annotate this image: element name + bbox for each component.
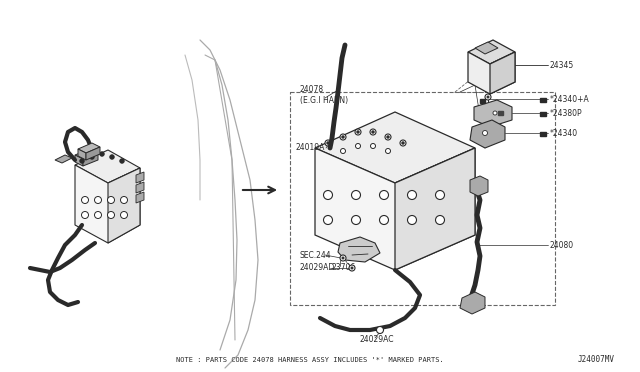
Polygon shape: [75, 165, 140, 243]
Polygon shape: [540, 98, 546, 102]
Circle shape: [380, 215, 388, 224]
Polygon shape: [468, 40, 515, 64]
Text: J24007MV: J24007MV: [578, 356, 615, 365]
Circle shape: [385, 134, 391, 140]
Circle shape: [487, 96, 489, 98]
Circle shape: [387, 136, 389, 138]
Polygon shape: [470, 176, 488, 196]
Polygon shape: [490, 52, 515, 94]
Polygon shape: [338, 237, 380, 262]
Circle shape: [493, 111, 497, 115]
Circle shape: [355, 129, 361, 135]
Text: NOTE : PARTS CODE 24078 HARNESS ASSY INCLUDES '*' MARKED PARTS.: NOTE : PARTS CODE 24078 HARNESS ASSY INC…: [176, 357, 444, 363]
Circle shape: [342, 136, 344, 138]
Circle shape: [95, 212, 102, 218]
Circle shape: [340, 134, 346, 140]
Circle shape: [327, 142, 329, 144]
Polygon shape: [480, 99, 485, 103]
Circle shape: [90, 155, 94, 159]
Polygon shape: [468, 52, 515, 94]
Polygon shape: [75, 149, 98, 159]
Polygon shape: [83, 153, 98, 166]
Circle shape: [80, 159, 84, 163]
Circle shape: [351, 190, 360, 199]
Circle shape: [485, 94, 491, 100]
Circle shape: [342, 257, 344, 259]
Text: 24080: 24080: [550, 241, 574, 250]
Circle shape: [435, 215, 445, 224]
Circle shape: [110, 155, 114, 159]
Circle shape: [81, 212, 88, 218]
Circle shape: [408, 215, 417, 224]
Circle shape: [100, 152, 104, 156]
Circle shape: [435, 190, 445, 199]
Polygon shape: [55, 155, 72, 163]
Circle shape: [323, 215, 333, 224]
Circle shape: [325, 140, 331, 146]
Text: 24029AC: 24029AC: [360, 336, 394, 344]
Polygon shape: [470, 120, 505, 148]
Circle shape: [372, 131, 374, 133]
Polygon shape: [540, 112, 546, 116]
Polygon shape: [395, 148, 475, 270]
Polygon shape: [540, 132, 546, 136]
Polygon shape: [498, 111, 503, 115]
Circle shape: [385, 148, 390, 154]
Text: 24029AD: 24029AD: [300, 263, 335, 273]
Text: 24019A: 24019A: [295, 144, 324, 153]
Circle shape: [483, 131, 488, 135]
Polygon shape: [460, 292, 485, 314]
Circle shape: [402, 142, 404, 144]
Circle shape: [349, 265, 355, 271]
Polygon shape: [78, 149, 86, 160]
Circle shape: [400, 140, 406, 146]
Circle shape: [81, 196, 88, 203]
Circle shape: [351, 267, 353, 269]
Circle shape: [120, 196, 127, 203]
Polygon shape: [75, 155, 83, 166]
Circle shape: [376, 327, 383, 334]
Circle shape: [408, 190, 417, 199]
Polygon shape: [108, 168, 140, 243]
Circle shape: [340, 148, 346, 154]
Polygon shape: [78, 143, 100, 153]
Circle shape: [380, 190, 388, 199]
Circle shape: [371, 144, 376, 148]
Circle shape: [108, 196, 115, 203]
Text: 23706: 23706: [332, 263, 356, 273]
Text: 24345: 24345: [550, 61, 574, 70]
Polygon shape: [86, 147, 100, 160]
Text: SEC.244: SEC.244: [300, 250, 332, 260]
Circle shape: [120, 159, 124, 163]
Circle shape: [120, 212, 127, 218]
Polygon shape: [475, 42, 498, 54]
Polygon shape: [136, 172, 144, 183]
Circle shape: [323, 190, 333, 199]
Text: *24340+A: *24340+A: [550, 94, 589, 103]
Circle shape: [370, 129, 376, 135]
Polygon shape: [315, 148, 475, 270]
Polygon shape: [315, 112, 475, 183]
Text: *24340: *24340: [550, 128, 578, 138]
Polygon shape: [474, 100, 512, 127]
Circle shape: [357, 131, 359, 133]
Circle shape: [340, 255, 346, 261]
Polygon shape: [136, 182, 144, 193]
Text: *24380P: *24380P: [550, 109, 582, 118]
Polygon shape: [75, 150, 140, 183]
Polygon shape: [136, 192, 144, 203]
Circle shape: [108, 212, 115, 218]
Circle shape: [95, 196, 102, 203]
Circle shape: [355, 144, 360, 148]
Text: 24078
(E.G.I HARN): 24078 (E.G.I HARN): [300, 85, 348, 105]
Circle shape: [351, 215, 360, 224]
